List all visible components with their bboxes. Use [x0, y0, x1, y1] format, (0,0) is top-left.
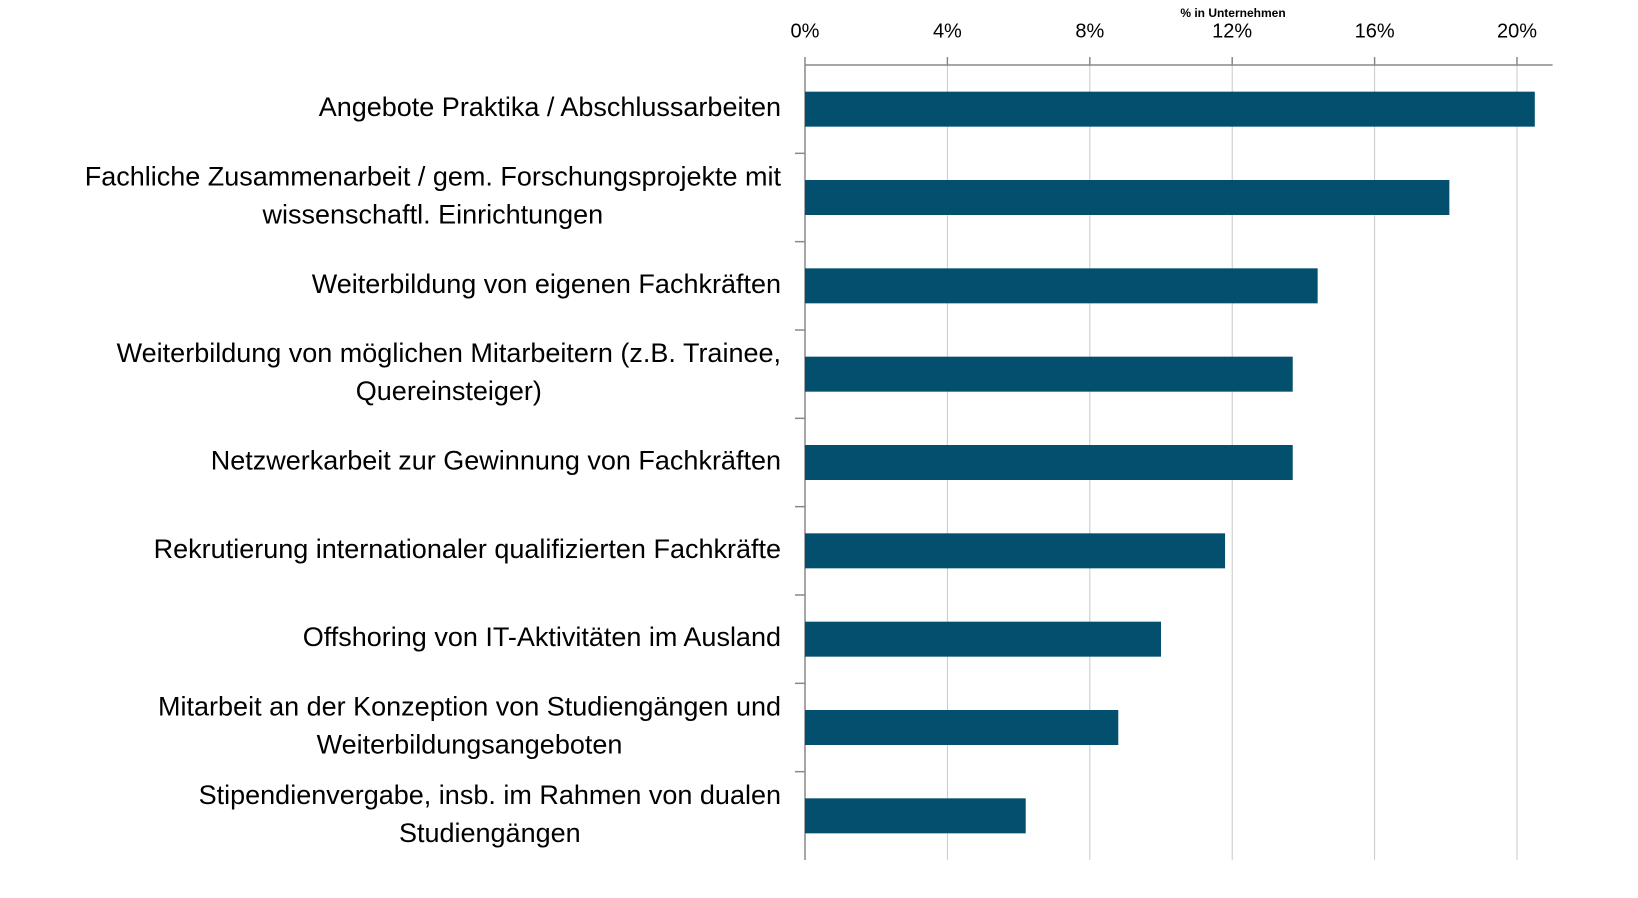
label-line: Netzwerkarbeit zur Gewinnung von Fachkrä…	[211, 446, 781, 476]
x-tick-label: 8%	[1075, 20, 1104, 42]
x-tick-label: 12%	[1212, 20, 1252, 42]
bar	[805, 268, 1318, 304]
y-tick-label: Weiterbildung von möglichen Mitarbeitern…	[117, 338, 781, 406]
y-tick-label: Stipendienvergabe, insb. im Rahmen von d…	[199, 780, 781, 848]
y-tick-label: Rekrutierung internationaler qualifizier…	[154, 534, 781, 564]
bar	[805, 798, 1026, 834]
label-line: Fachliche Zusammenarbeit / gem. Forschun…	[85, 162, 782, 192]
label-line: Angebote Praktika / Abschlussarbeiten	[319, 92, 781, 122]
label-line: Stipendienvergabe, insb. im Rahmen von d…	[199, 780, 781, 810]
label-line: Offshoring von IT-Aktivitäten im Ausland	[303, 622, 781, 652]
bar	[805, 710, 1119, 745]
y-tick-label: Fachliche Zusammenarbeit / gem. Forschun…	[85, 162, 782, 230]
x-tick-label: 20%	[1497, 20, 1537, 42]
bar	[805, 356, 1293, 392]
y-tick-label: Weiterbildung von eigenen Fachkräften	[312, 269, 781, 299]
label-line: Weiterbildung von eigenen Fachkräften	[312, 269, 781, 299]
bar	[805, 180, 1450, 215]
y-tick-label: Angebote Praktika / Abschlussarbeiten	[319, 92, 781, 122]
x-tick-label: 4%	[933, 20, 962, 42]
label-line: Quereinsteiger)	[356, 376, 542, 406]
label-line: Studiengängen	[399, 818, 581, 848]
label-line: wissenschaftl. Einrichtungen	[262, 200, 604, 230]
bar	[805, 533, 1226, 569]
label-line: Rekrutierung internationaler qualifizier…	[154, 534, 781, 564]
y-tick-label: Netzwerkarbeit zur Gewinnung von Fachkrä…	[211, 446, 781, 476]
bar	[805, 91, 1535, 127]
x-tick-label: 16%	[1355, 20, 1395, 42]
label-line: Mitarbeit an der Konzeption von Studieng…	[158, 692, 781, 722]
bar	[805, 445, 1293, 480]
label-line: Weiterbildung von möglichen Mitarbeitern…	[117, 338, 781, 368]
x-tick-label: 0%	[791, 20, 820, 42]
axis-title: % in Unternehmen	[1180, 6, 1285, 20]
bar	[805, 621, 1161, 657]
y-tick-label: Mitarbeit an der Konzeption von Studieng…	[158, 692, 781, 760]
label-line: Weiterbildungsangeboten	[317, 730, 623, 760]
y-tick-label: Offshoring von IT-Aktivitäten im Ausland	[303, 622, 781, 652]
